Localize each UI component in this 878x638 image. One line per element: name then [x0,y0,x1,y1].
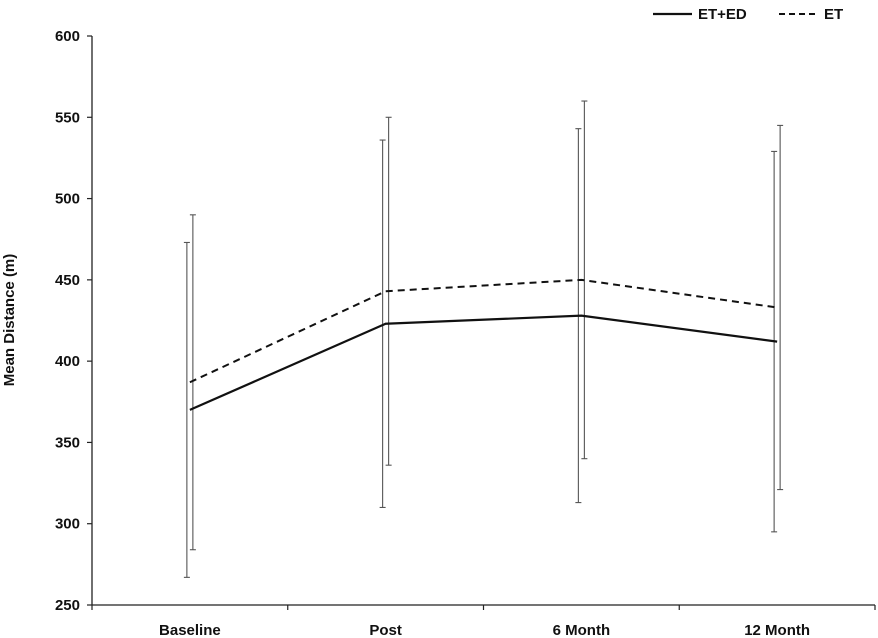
x-tick-label: Baseline [159,622,221,638]
series-line-et-ed [189,314,778,411]
series-lines [189,278,778,411]
y-tick-label: 450 [55,272,80,289]
series-line-et [189,278,778,384]
legend-label-et: ET [824,6,843,23]
y-tick-label: 400 [55,353,80,370]
legend-label-et-ed: ET+ED [698,6,747,23]
x-tick-label: 6 Month [553,622,611,638]
y-axis-ticks: 250 300 350 400 450 500 550 600 [55,28,92,614]
y-tick-label: 250 [55,597,80,614]
y-tick-label: 500 [55,191,80,208]
y-tick-label: 300 [55,516,80,533]
error-bars [183,100,784,578]
x-axis-ticks: Baseline Post 6 Month 12 Month [91,605,876,638]
y-tick-label: 600 [55,28,80,45]
y-axis-title: Mean Distance (m) [1,254,18,387]
x-tick-label: Post [369,622,402,638]
y-tick-label: 350 [55,434,80,451]
y-tick-label: 550 [55,109,80,126]
x-tick-label: 12 Month [744,622,810,638]
legend: ET+ED ET [653,6,843,23]
